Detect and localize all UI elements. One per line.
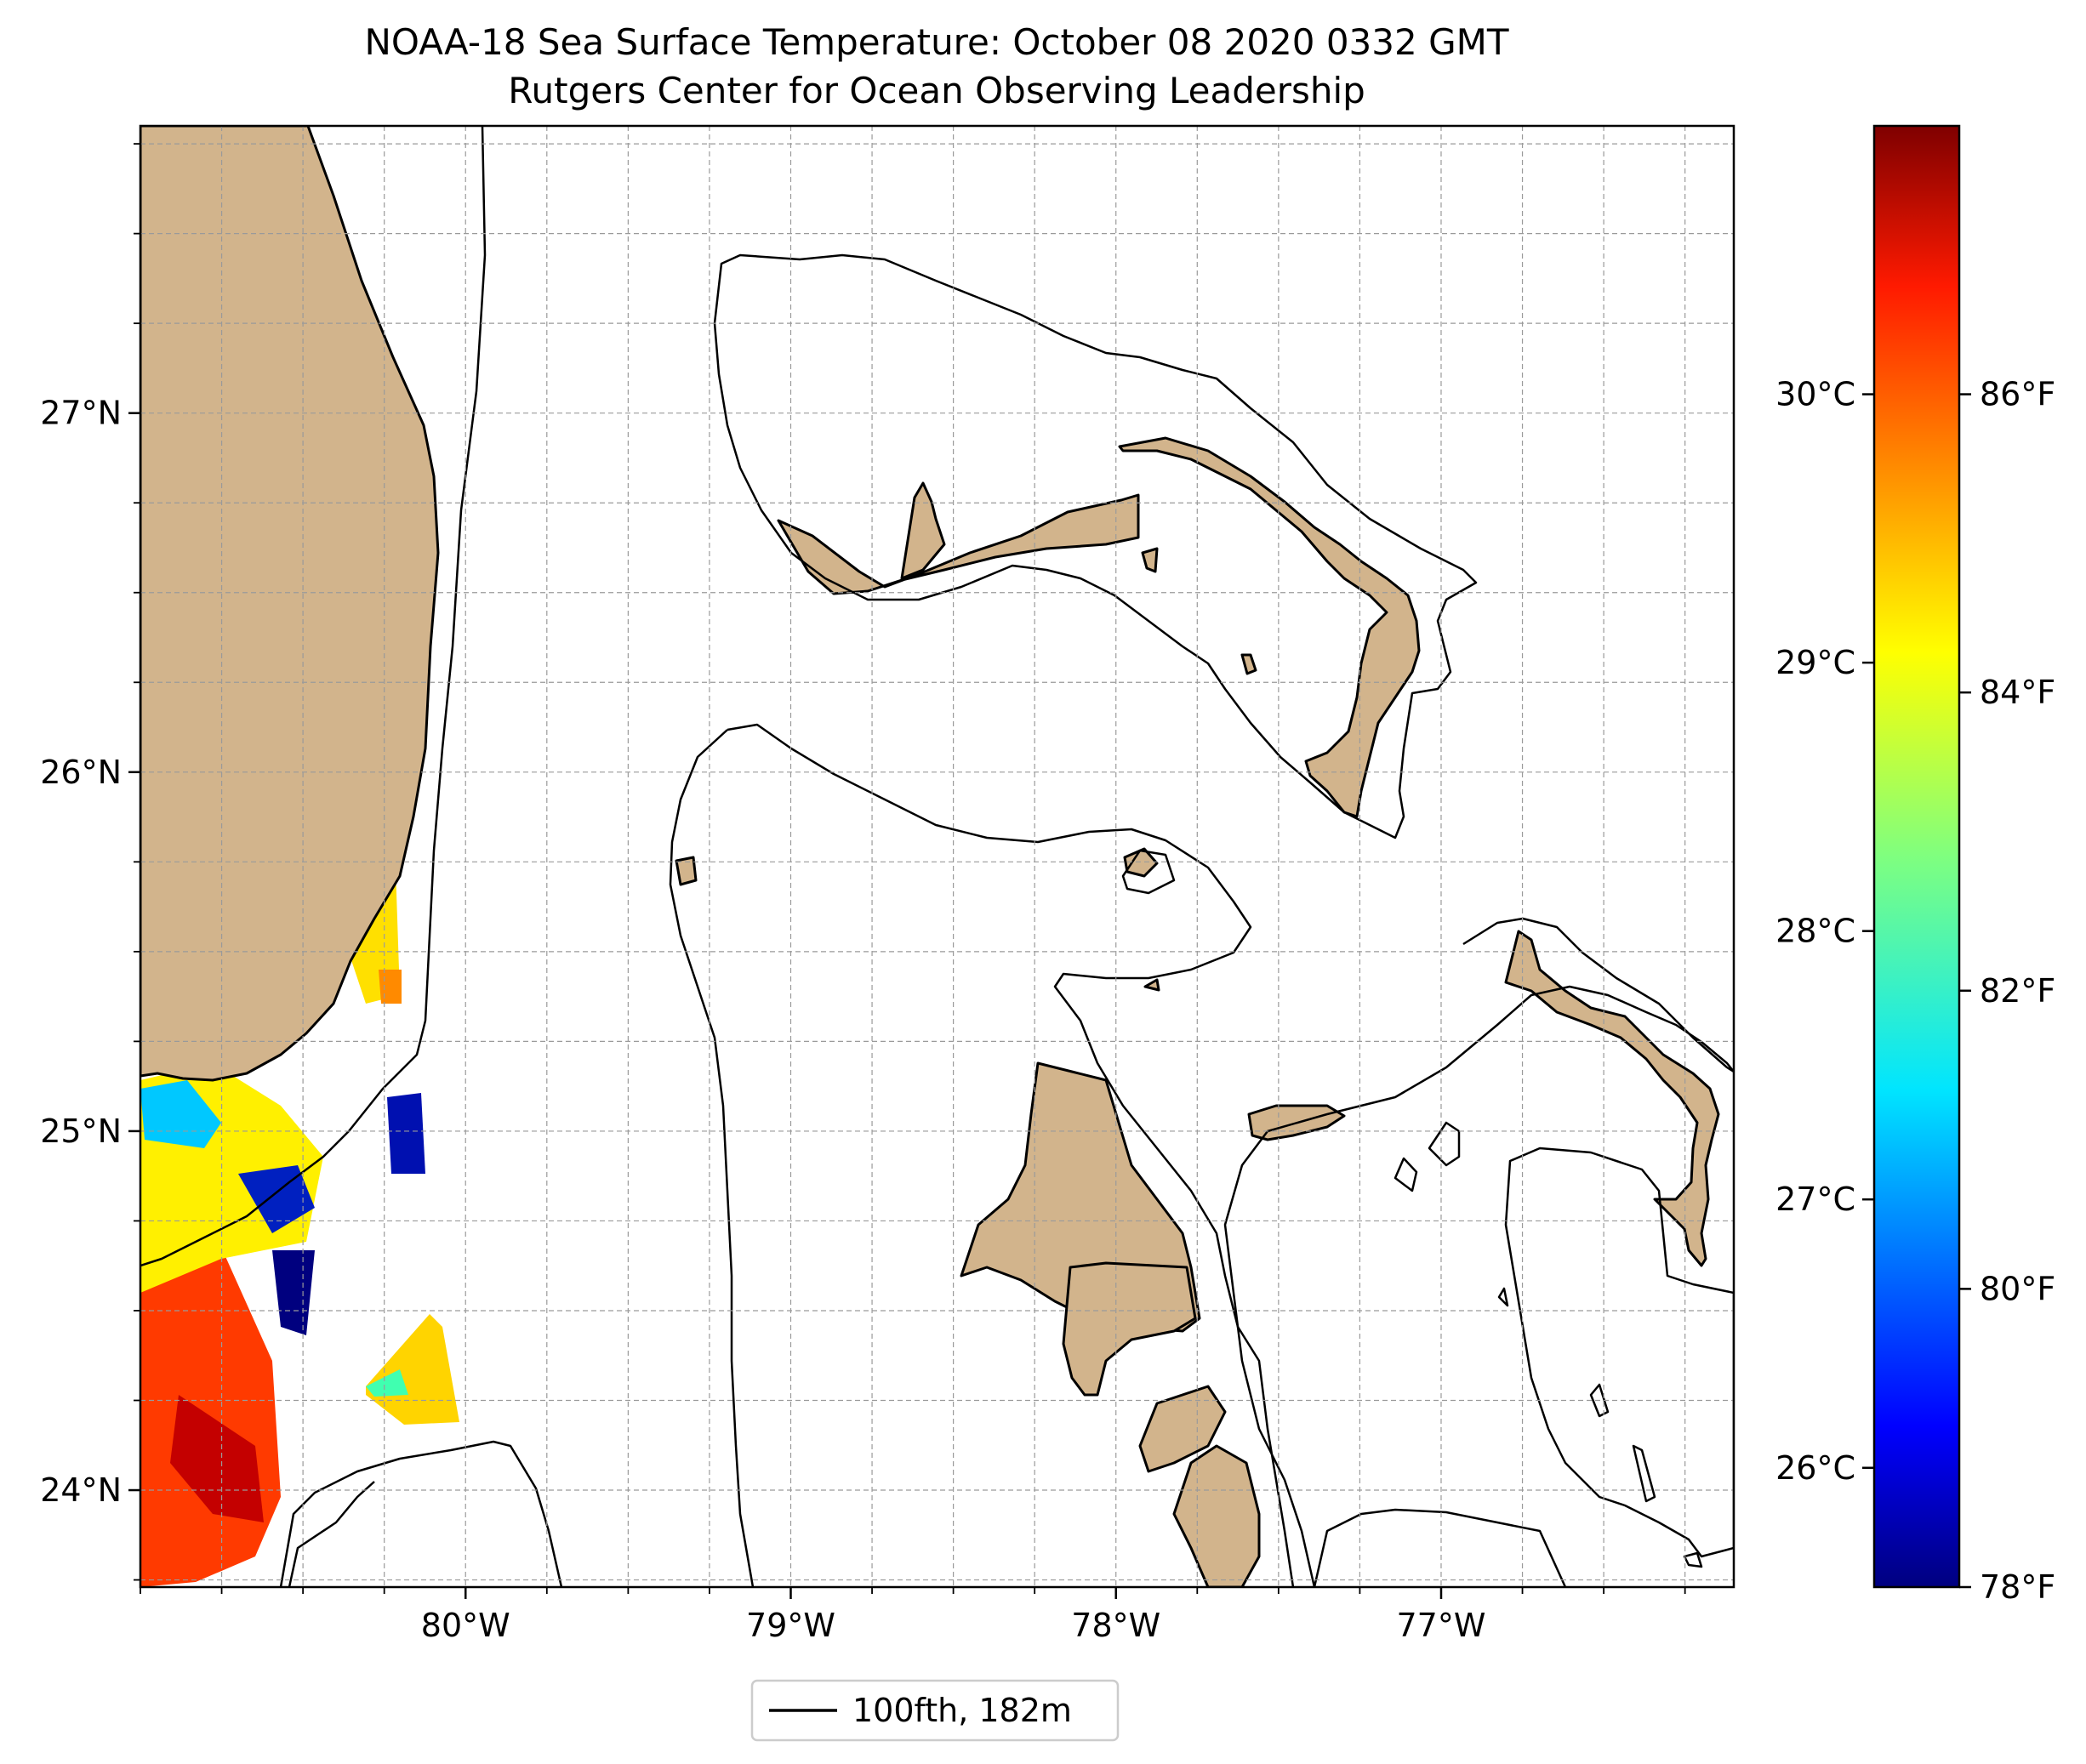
isobath-tongue-south <box>1313 1508 1567 1587</box>
lat-tick-label: 25°N <box>40 1112 122 1150</box>
isobath-seamount-2 <box>1394 1157 1418 1192</box>
land-florida <box>140 126 440 1082</box>
isobath-exuma-sound <box>1504 1147 1734 1558</box>
isobath-seamount-1 <box>1428 1121 1461 1167</box>
isobath-small-3 <box>1632 1444 1656 1503</box>
sst-patch-cold-2 <box>272 1250 315 1335</box>
isobath-small-1 <box>1497 1287 1509 1307</box>
isobath-contours <box>140 126 1734 1587</box>
colorbar-ticks: 78°F 80°F 82°F 84°F 86°F 26°C 27°C 28°C 29°C 30°C <box>1775 376 2055 1606</box>
isobath-florida-shelf <box>140 126 487 1267</box>
map-panel: 80°W 79°W 78°W 77°W 24°N 25°N 26°N 27°N 100fth,… <box>40 124 1735 1742</box>
colorbar-gradient <box>1872 124 1961 1589</box>
lon-tick-label: 77°W <box>1397 1607 1486 1644</box>
land-eleuthera <box>1504 930 1720 1267</box>
land-islet-c <box>1143 978 1160 992</box>
isobath-cay-sal <box>279 1440 563 1587</box>
colorbar: 78°F 80°F 82°F 84°F 86°F 26°C 27°C 28°C 29°C 30°C <box>1775 124 2055 1606</box>
lat-tick-label: 26°N <box>40 754 122 791</box>
colorbar-c-label: 27°C <box>1775 1181 1855 1218</box>
isobath-berry-ring <box>1121 849 1176 895</box>
land-bimini <box>675 856 698 886</box>
isobath-eleuthera-outer <box>1462 917 1734 1073</box>
map-legend: 100fth, 182m <box>750 1679 1120 1742</box>
land-islet-a <box>1141 547 1159 573</box>
lat-tick-label: 27°N <box>40 395 122 432</box>
map-axes: 80°W 79°W 78°W 77°W 24°N 25°N 26°N 27°N <box>40 143 1686 1644</box>
legend-label: 100fth, 182m <box>852 1692 1072 1729</box>
colorbar-f-label: 80°F <box>1980 1270 2055 1307</box>
colorbar-c-label: 29°C <box>1775 644 1855 681</box>
sst-patch-cold-3 <box>387 1093 425 1174</box>
land-grand-bahama-east <box>900 481 946 580</box>
sst-patch-cold-1 <box>238 1165 315 1233</box>
colorbar-f-label: 78°F <box>1980 1568 2055 1606</box>
colorbar-c-label: 30°C <box>1775 376 1855 413</box>
isobath-great-bahama-bank-north <box>727 723 1295 1587</box>
isobath-tongue-of-ocean <box>1223 985 1734 1587</box>
lon-tick-label: 80°W <box>421 1607 510 1644</box>
land-andros-central <box>1062 1261 1197 1397</box>
lon-tick-label: 78°W <box>1071 1607 1160 1644</box>
land-andros-south-2 <box>1172 1444 1261 1587</box>
sst-patch-cay-sal-green <box>366 1369 408 1397</box>
gridlines <box>140 126 1734 1587</box>
lon-tick-label: 79°W <box>746 1607 835 1644</box>
sst-patch-cay-sal <box>366 1314 459 1425</box>
land-grand-bahama <box>777 493 1140 595</box>
figure-title: NOAA-18 Sea Surface Temperature: October… <box>364 21 1508 63</box>
colorbar-f-label: 82°F <box>1980 972 2055 1010</box>
land-islet-b <box>1240 653 1257 675</box>
colorbar-c-label: 26°C <box>1775 1449 1855 1487</box>
isobath-small-4 <box>1683 1551 1703 1568</box>
colorbar-f-label: 84°F <box>1980 674 2055 711</box>
land-andros-south-1 <box>1138 1385 1227 1473</box>
isobath-cay-sal-inner <box>288 1481 375 1587</box>
colorbar-c-label: 28°C <box>1775 913 1855 950</box>
land-abaco <box>1118 436 1421 818</box>
sst-patch-biscayne-orange <box>379 970 402 1004</box>
isobath-small-2 <box>1589 1383 1610 1418</box>
isobath-little-bahama-bank <box>713 253 1478 839</box>
map-frame <box>139 124 1735 1589</box>
isobath-great-bahama-bank-west <box>669 729 755 1587</box>
figure-subtitle: Rutgers Center for Ocean Observing Leade… <box>508 70 1365 111</box>
lat-tick-label: 24°N <box>40 1471 122 1509</box>
land-layer <box>140 126 1720 1587</box>
legend-box <box>750 1679 1120 1742</box>
colorbar-f-label: 86°F <box>1980 376 2055 413</box>
